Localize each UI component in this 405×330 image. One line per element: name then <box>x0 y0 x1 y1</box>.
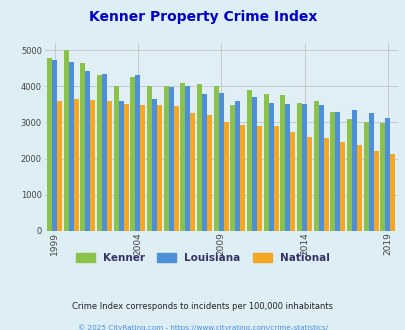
Bar <box>323 138 328 231</box>
Bar <box>157 106 162 231</box>
Bar <box>102 74 107 231</box>
Bar <box>152 99 157 231</box>
Bar <box>52 60 57 231</box>
Bar <box>223 122 228 231</box>
Bar <box>339 142 345 231</box>
Bar <box>313 101 318 231</box>
Bar <box>256 126 262 231</box>
Bar <box>124 104 128 231</box>
Bar <box>64 50 69 231</box>
Bar <box>252 97 256 231</box>
Text: Crime Index corresponds to incidents per 100,000 inhabitants: Crime Index corresponds to incidents per… <box>72 302 333 311</box>
Text: © 2025 CityRating.com - https://www.cityrating.com/crime-statistics/: © 2025 CityRating.com - https://www.city… <box>78 324 327 330</box>
Bar <box>373 151 378 231</box>
Bar <box>130 77 135 231</box>
Bar <box>119 101 124 231</box>
Bar <box>306 137 311 231</box>
Bar <box>247 90 252 231</box>
Bar <box>190 114 195 231</box>
Bar <box>47 58 52 231</box>
Bar <box>74 99 79 231</box>
Bar <box>235 101 240 231</box>
Bar <box>207 115 211 231</box>
Bar <box>346 119 351 231</box>
Bar <box>140 106 145 231</box>
Bar <box>390 154 394 231</box>
Bar <box>379 123 384 231</box>
Bar <box>196 84 202 231</box>
Bar <box>173 106 178 231</box>
Bar <box>180 83 185 231</box>
Bar <box>185 85 190 231</box>
Bar <box>90 100 95 231</box>
Bar <box>301 104 306 231</box>
Bar <box>213 86 218 231</box>
Bar <box>168 87 173 231</box>
Text: Kenner Property Crime Index: Kenner Property Crime Index <box>89 10 316 24</box>
Bar <box>296 103 301 231</box>
Bar <box>163 86 168 231</box>
Bar <box>335 112 339 231</box>
Bar <box>356 145 361 231</box>
Bar <box>80 63 85 231</box>
Bar <box>113 86 119 231</box>
Bar <box>285 104 290 231</box>
Bar <box>273 126 278 231</box>
Bar <box>57 101 62 231</box>
Legend: Kenner, Louisiana, National: Kenner, Louisiana, National <box>71 248 334 267</box>
Bar <box>85 71 90 231</box>
Bar <box>290 132 295 231</box>
Bar <box>318 105 323 231</box>
Bar <box>240 125 245 231</box>
Bar <box>147 85 152 231</box>
Bar <box>280 95 285 231</box>
Bar <box>384 118 390 231</box>
Bar <box>97 76 102 231</box>
Bar <box>107 101 112 231</box>
Bar <box>351 110 356 231</box>
Bar <box>330 112 335 231</box>
Bar <box>363 122 368 231</box>
Bar <box>202 93 207 231</box>
Bar <box>218 93 223 231</box>
Bar <box>368 113 373 231</box>
Bar <box>268 103 273 231</box>
Bar <box>69 62 74 231</box>
Bar <box>263 94 268 231</box>
Bar <box>230 105 235 231</box>
Bar <box>135 76 140 231</box>
